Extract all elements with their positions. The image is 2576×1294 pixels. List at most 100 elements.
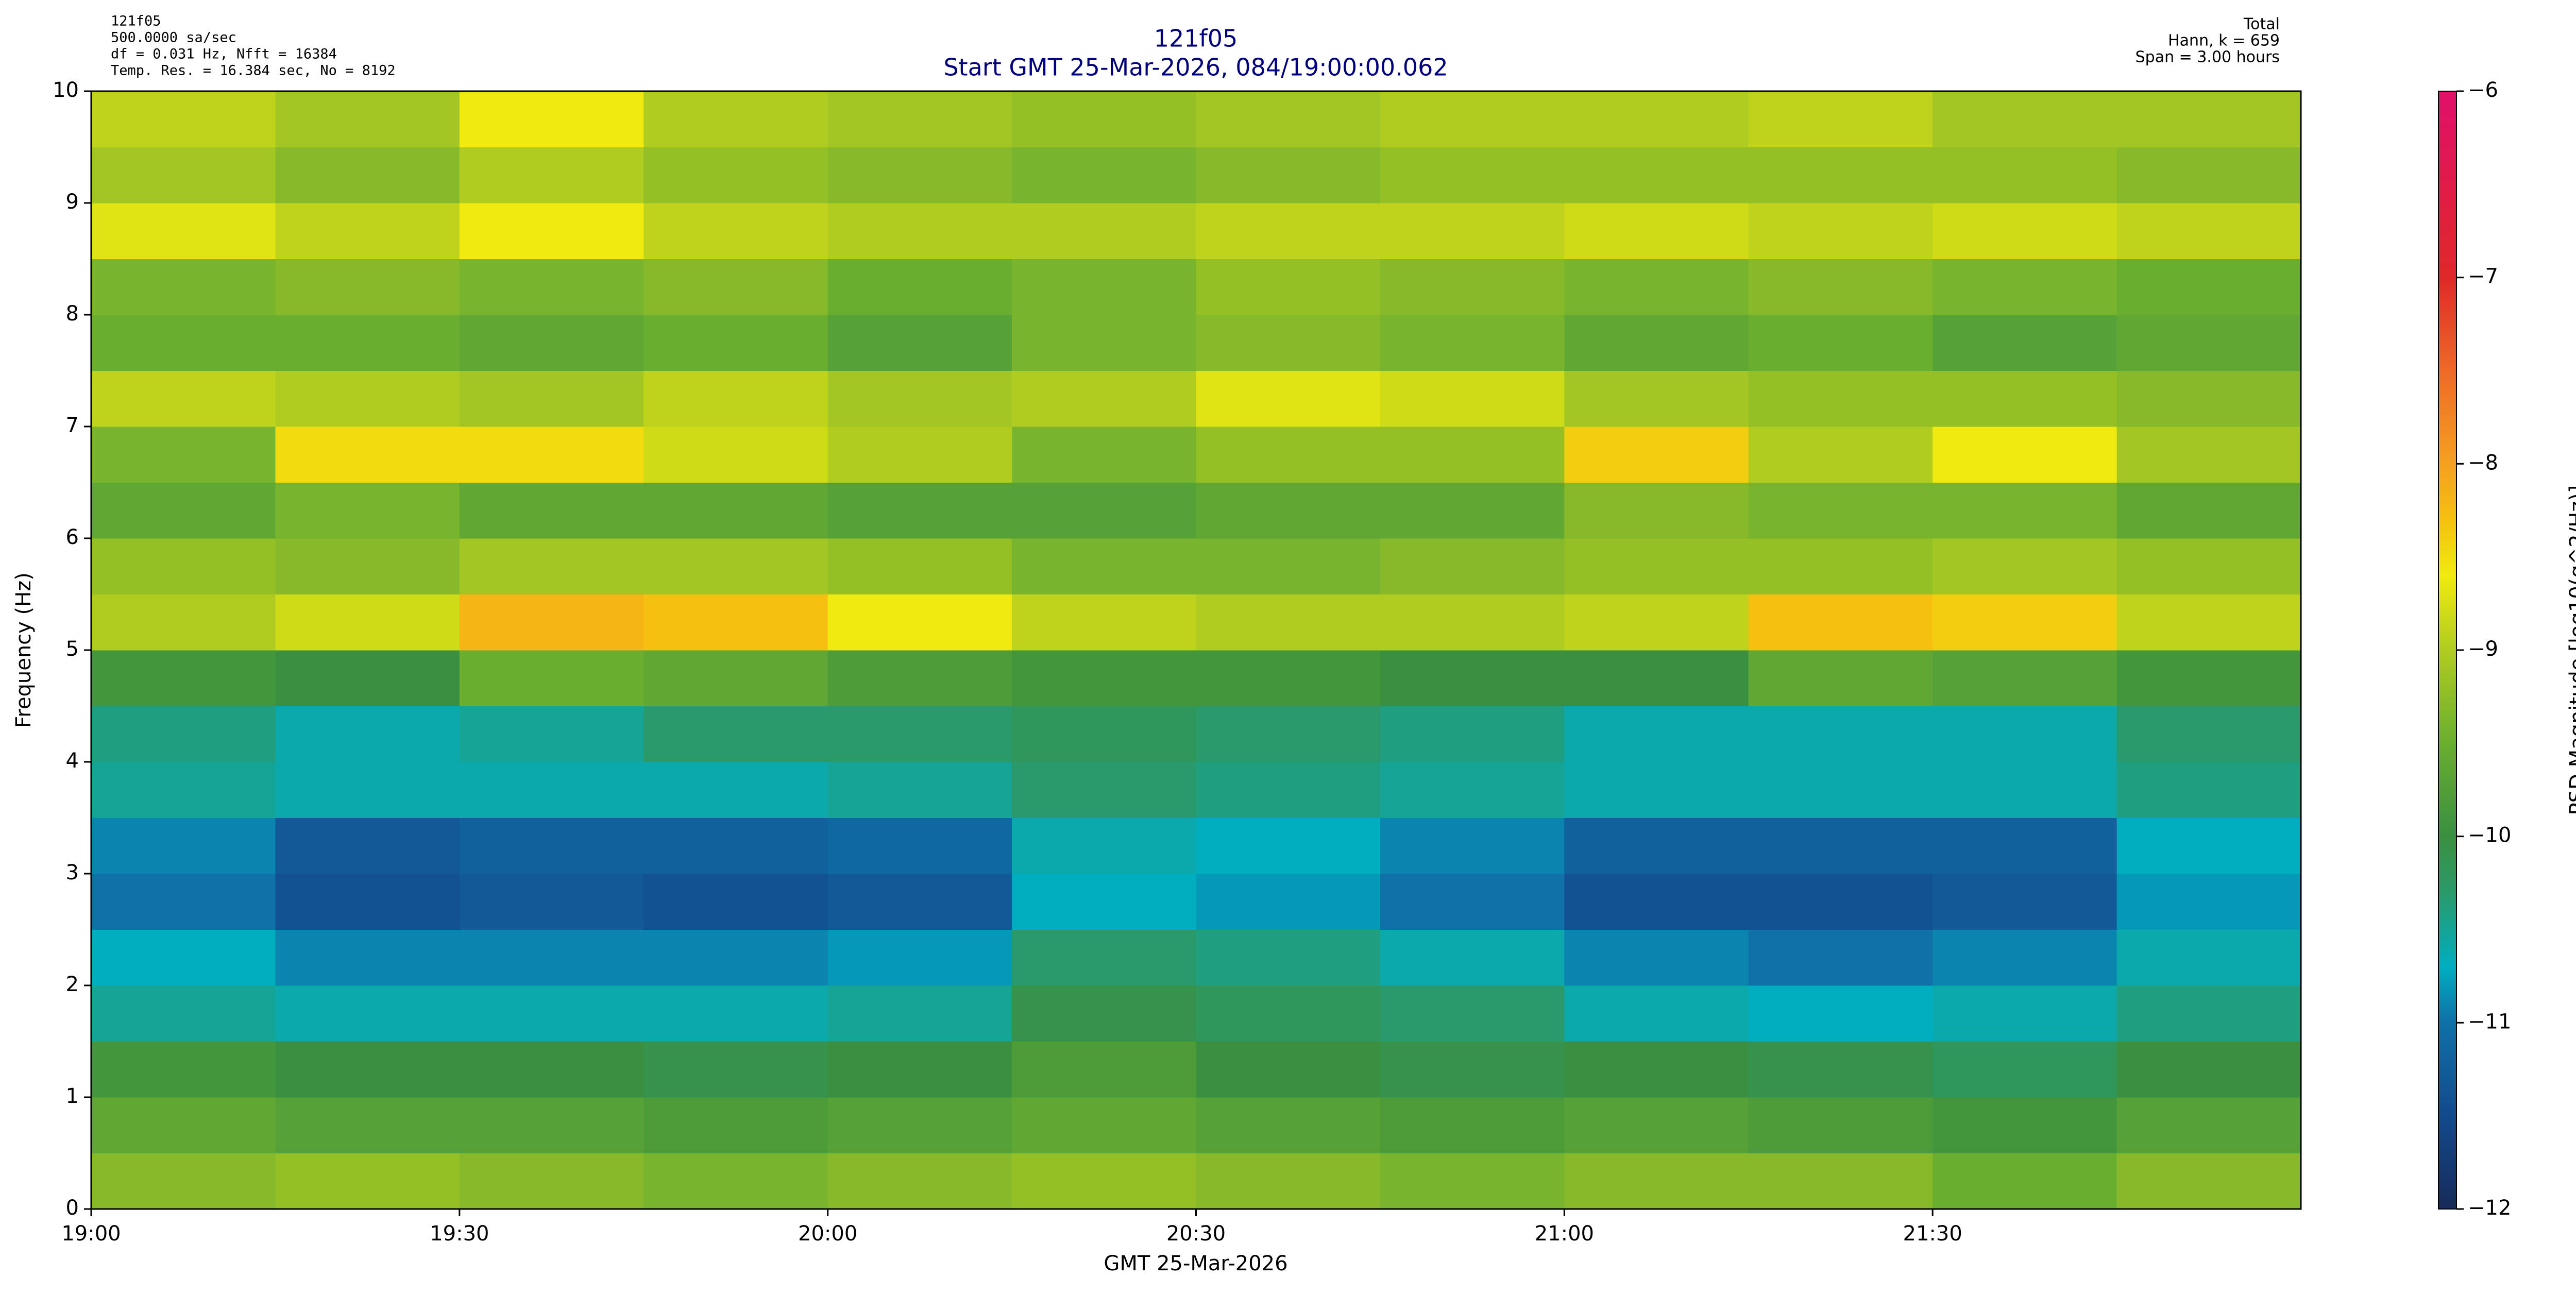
spectrogram-cell — [2116, 874, 2301, 930]
spectrogram-cell — [643, 370, 828, 427]
spectrogram-cell — [827, 1153, 1012, 1210]
spectrogram-cell — [275, 538, 460, 594]
spectrogram-cell — [1933, 427, 2117, 483]
x-tick-label: 21:30 — [1903, 1222, 1962, 1246]
spectrogram-cell — [1933, 259, 2117, 315]
spectrogram-cell — [1564, 259, 1749, 315]
colorbar-tick-label: −9 — [2468, 637, 2498, 661]
spectrogram-cell — [2116, 762, 2301, 818]
y-tick-label: 0 — [66, 1196, 79, 1220]
spectrogram-cell — [1012, 985, 1196, 1042]
spectrogram-cell — [1380, 1153, 1565, 1210]
spectrogram-cell — [1748, 650, 1933, 706]
spectrogram-cell — [91, 818, 276, 874]
spectrogram-cell — [1933, 91, 2117, 147]
spectrogram-cell — [91, 370, 276, 427]
spectrogram-cell — [1564, 427, 1749, 483]
spectrogram-cell — [1380, 874, 1565, 930]
spectrogram-cell — [459, 427, 644, 483]
spectrogram-cell — [1012, 1041, 1196, 1098]
spectrogram-cell — [1196, 1097, 1381, 1153]
colorbar-tick-label: −12 — [2468, 1196, 2511, 1220]
spectrogram-cell — [827, 929, 1012, 986]
spectrogram-cell — [1196, 762, 1381, 818]
spectrogram-cell — [275, 259, 460, 315]
header-info: Temp. Res. = 16.384 sec, No = 8192 — [111, 63, 396, 79]
spectrogram-cell — [275, 315, 460, 371]
y-axis-label: Frequency (Hz) — [12, 572, 36, 728]
spectrogram-cell — [1748, 706, 1933, 762]
spectrogram-cell — [827, 874, 1012, 930]
spectrogram-cell — [275, 594, 460, 651]
spectrogram-cell — [91, 650, 276, 706]
spectrogram-cell — [2116, 1097, 2301, 1153]
spectrogram-cell — [643, 315, 828, 371]
spectrogram-cell — [1196, 650, 1381, 706]
spectrogram-cell — [827, 1097, 1012, 1153]
spectrogram-cell — [1012, 259, 1196, 315]
spectrogram-cell — [1196, 594, 1381, 651]
spectrogram-cell — [1748, 1153, 1933, 1210]
spectrogram-cell — [1564, 315, 1749, 371]
spectrogram-cell — [459, 482, 644, 539]
spectrogram-cell — [1196, 315, 1381, 371]
spectrogram-cell — [1012, 315, 1196, 371]
spectrogram-cell — [91, 427, 276, 483]
spectrogram-cell — [1564, 1097, 1749, 1153]
spectrogram-cell — [1564, 818, 1749, 874]
spectrogram-cell — [1933, 985, 2117, 1042]
y-tick-label: 2 — [66, 973, 79, 996]
spectrogram-cell — [1012, 427, 1196, 483]
spectrogram-cell — [1564, 985, 1749, 1042]
spectrogram-cell — [643, 1153, 828, 1210]
spectrogram-cell — [2116, 427, 2301, 483]
spectrogram-cell — [1012, 203, 1196, 259]
spectrogram-cell — [827, 315, 1012, 371]
header-info: df = 0.031 Hz, Nfft = 16384 — [111, 46, 337, 62]
spectrogram-cell — [1748, 538, 1933, 594]
spectrogram-cell — [2116, 1153, 2301, 1210]
spectrogram-cell — [1564, 370, 1749, 427]
spectrogram-cell — [1012, 370, 1196, 427]
spectrogram-cell — [459, 538, 644, 594]
spectrogram-cell — [91, 929, 276, 986]
spectrogram-cell — [827, 203, 1012, 259]
x-tick-label: 20:00 — [798, 1222, 857, 1246]
spectrogram-cell — [91, 482, 276, 539]
spectrogram-cell — [91, 985, 276, 1042]
spectrogram-cell — [459, 203, 644, 259]
spectrogram-cell — [91, 1153, 276, 1210]
spectrogram-cell — [275, 706, 460, 762]
spectrogram-cell — [1196, 427, 1381, 483]
y-tick-label: 8 — [66, 302, 79, 326]
spectrogram-cell — [1933, 874, 2117, 930]
x-tick-label: 19:00 — [61, 1222, 121, 1246]
spectrogram-cell — [91, 259, 276, 315]
spectrogram-cell — [643, 1097, 828, 1153]
spectrogram-cell — [275, 91, 460, 147]
spectrogram-cell — [643, 706, 828, 762]
spectrogram-cell — [91, 91, 276, 147]
spectrogram-cell — [1933, 929, 2117, 986]
spectrogram-cell — [2116, 594, 2301, 651]
spectrogram-cell — [643, 259, 828, 315]
spectrogram-cell — [275, 985, 460, 1042]
spectrogram-cell — [1196, 1153, 1381, 1210]
spectrogram-cell — [1933, 147, 2117, 203]
spectrogram-cell — [643, 929, 828, 986]
spectrogram-cell — [2116, 259, 2301, 315]
spectrogram-cell — [1380, 538, 1565, 594]
spectrogram-cell — [459, 1153, 644, 1210]
spectrogram-cell — [1933, 538, 2117, 594]
spectrogram-cell — [1564, 538, 1749, 594]
spectrogram-cell — [643, 1041, 828, 1098]
spectrogram-cell — [643, 874, 828, 930]
spectrogram-cell — [827, 538, 1012, 594]
spectrogram-cell — [2116, 538, 2301, 594]
spectrogram-cell — [643, 482, 828, 539]
spectrogram-cell — [1196, 706, 1381, 762]
spectrogram-cell — [459, 874, 644, 930]
spectrogram-cell — [1012, 874, 1196, 930]
spectrogram-cell — [275, 482, 460, 539]
